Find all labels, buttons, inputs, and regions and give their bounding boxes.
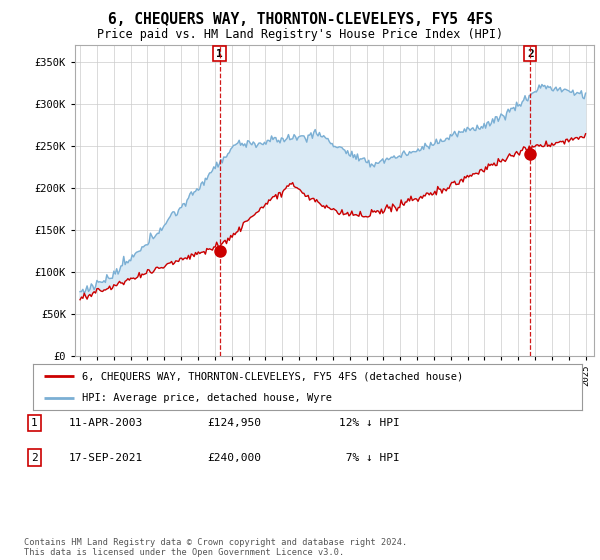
Text: 2: 2 bbox=[31, 452, 38, 463]
Text: 6, CHEQUERS WAY, THORNTON-CLEVELEYS, FY5 4FS: 6, CHEQUERS WAY, THORNTON-CLEVELEYS, FY5… bbox=[107, 12, 493, 27]
Text: 1: 1 bbox=[31, 418, 38, 428]
Text: 6, CHEQUERS WAY, THORNTON-CLEVELEYS, FY5 4FS (detached house): 6, CHEQUERS WAY, THORNTON-CLEVELEYS, FY5… bbox=[82, 371, 464, 381]
Text: 1: 1 bbox=[216, 49, 223, 59]
Text: 17-SEP-2021: 17-SEP-2021 bbox=[69, 452, 143, 463]
Text: 11-APR-2003: 11-APR-2003 bbox=[69, 418, 143, 428]
Text: HPI: Average price, detached house, Wyre: HPI: Average price, detached house, Wyre bbox=[82, 393, 332, 403]
Text: £124,950: £124,950 bbox=[207, 418, 261, 428]
Text: 12% ↓ HPI: 12% ↓ HPI bbox=[339, 418, 400, 428]
Text: Price paid vs. HM Land Registry's House Price Index (HPI): Price paid vs. HM Land Registry's House … bbox=[97, 28, 503, 41]
Text: £240,000: £240,000 bbox=[207, 452, 261, 463]
Text: 2: 2 bbox=[527, 49, 533, 59]
Text: 7% ↓ HPI: 7% ↓ HPI bbox=[339, 452, 400, 463]
Text: Contains HM Land Registry data © Crown copyright and database right 2024.
This d: Contains HM Land Registry data © Crown c… bbox=[24, 538, 407, 557]
